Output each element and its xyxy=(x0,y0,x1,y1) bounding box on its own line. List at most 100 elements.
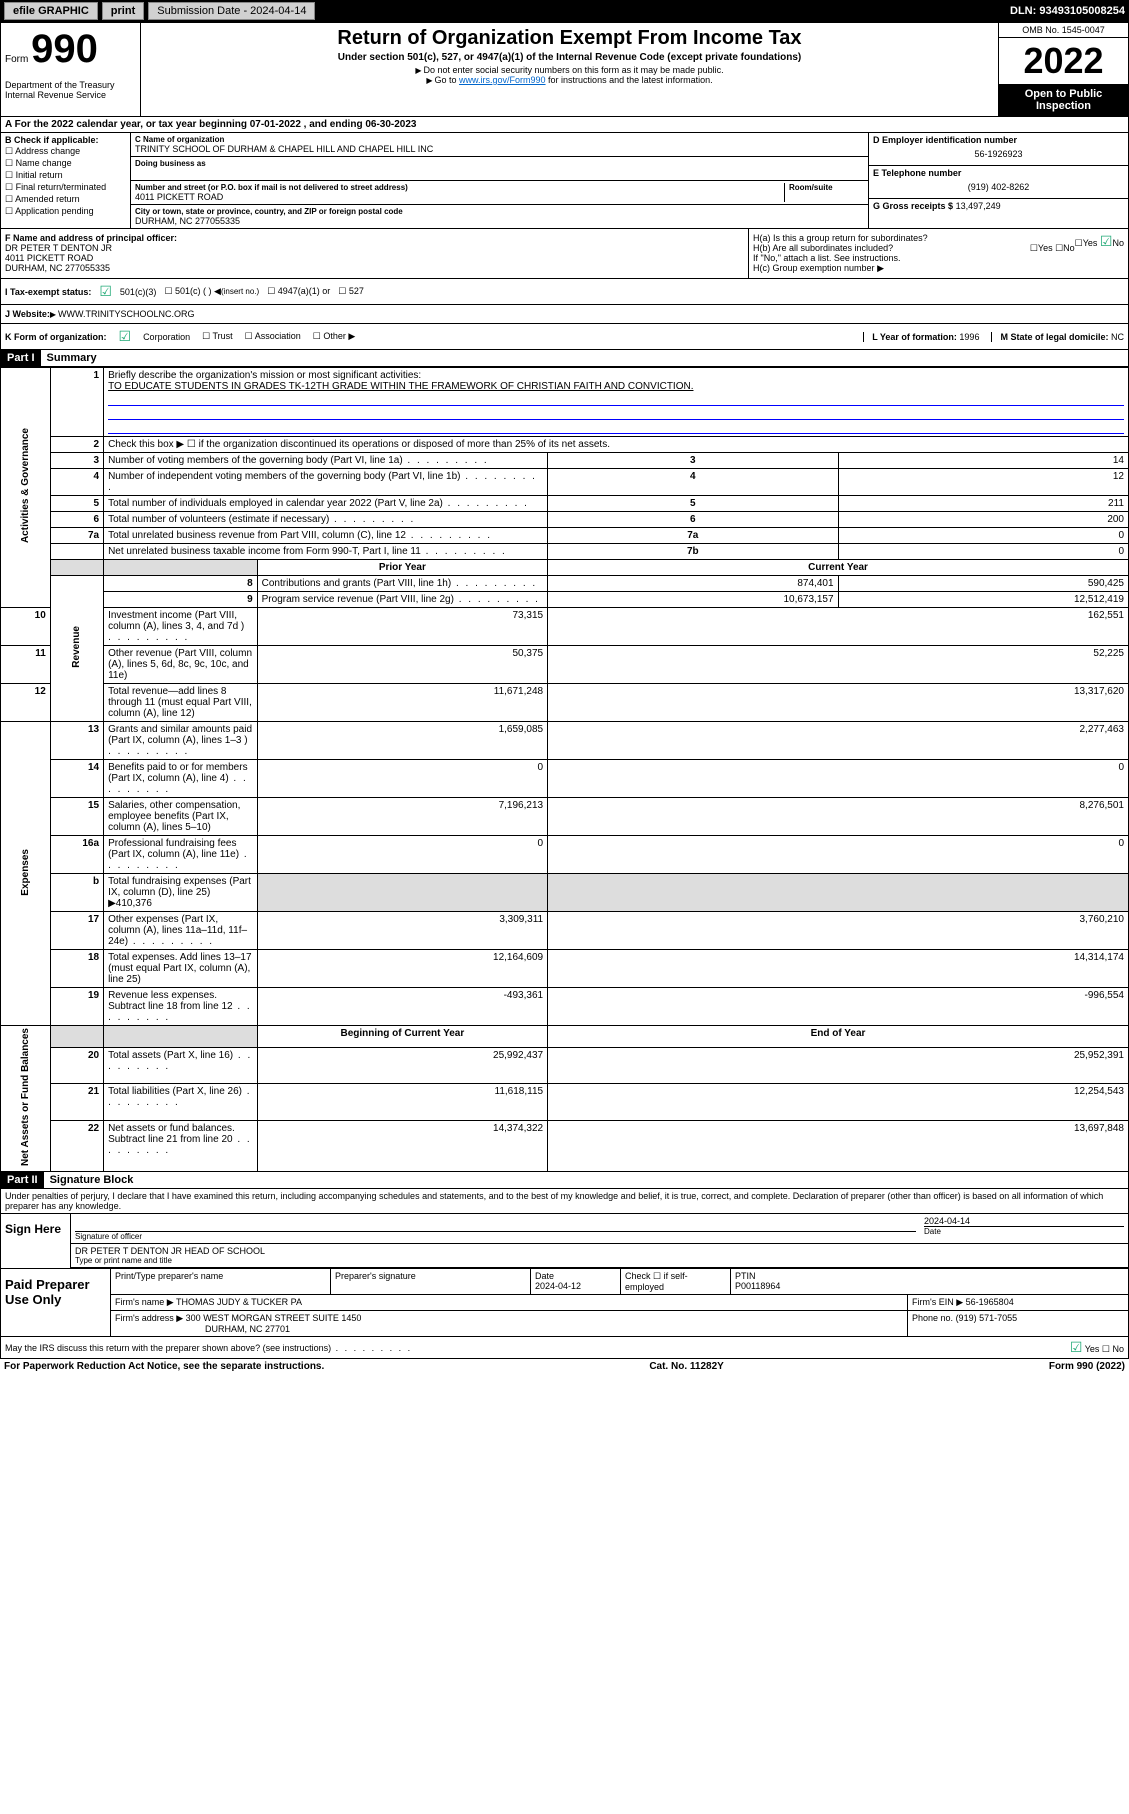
check-pending[interactable]: ☐ Application pending xyxy=(5,206,126,217)
check-final[interactable]: ☐ Final return/terminated xyxy=(5,182,126,193)
r21c: 12,254,543 xyxy=(548,1084,1129,1121)
org-name: TRINITY SCHOOL OF DURHAM & CHAPEL HILL A… xyxy=(135,144,864,154)
opt-trust: Trust xyxy=(213,331,233,341)
officer-city: DURHAM, NC 277055335 xyxy=(5,263,744,273)
r13d: Grants and similar amounts paid (Part IX… xyxy=(104,722,258,760)
sig-declaration: Under penalties of perjury, I declare th… xyxy=(1,1189,1128,1214)
dln: DLN: 93493105008254 xyxy=(1010,5,1125,17)
instr-link[interactable]: www.irs.gov/Form990 xyxy=(459,75,546,85)
paperwork-notice: For Paperwork Reduction Act Notice, see … xyxy=(4,1361,324,1372)
r22p: 14,374,322 xyxy=(257,1120,547,1171)
l-label: L Year of formation: xyxy=(872,332,957,342)
officer-addr: 4011 PICKETT ROAD xyxy=(5,253,744,263)
submission-date: Submission Date - 2024-04-14 xyxy=(148,2,315,20)
sign-here-label: Sign Here xyxy=(1,1214,71,1268)
check-name[interactable]: ☐ Name change xyxy=(5,158,126,169)
form-title: Return of Organization Exempt From Incom… xyxy=(145,27,994,50)
r19c: -996,554 xyxy=(548,988,1129,1026)
r12c: 13,317,620 xyxy=(548,684,1129,722)
r8p: 874,401 xyxy=(548,576,838,592)
type-name-label: Type or print name and title xyxy=(75,1256,1124,1265)
r13n: 13 xyxy=(50,722,103,760)
r9p: 10,673,157 xyxy=(548,592,838,608)
line-a: A For the 2022 calendar year, or tax yea… xyxy=(0,117,1129,133)
check-amended[interactable]: ☐ Amended return xyxy=(5,194,126,205)
r15n: 15 xyxy=(50,798,103,836)
ptin-label: PTIN xyxy=(735,1271,1124,1281)
print-button[interactable]: print xyxy=(102,2,144,20)
r17n: 17 xyxy=(50,912,103,950)
col-de: D Employer identification number 56-1926… xyxy=(868,133,1128,228)
r5v: 211 xyxy=(838,496,1128,512)
part2-header: Part II Signature Block xyxy=(0,1172,1129,1189)
r19d: Revenue less expenses. Subtract line 18 … xyxy=(104,988,258,1026)
opt-501c: 501(c) ( ) xyxy=(175,286,212,296)
j-label: J Website: xyxy=(5,309,50,319)
part1-header: Part I Summary xyxy=(0,350,1129,367)
opt-527: 527 xyxy=(349,286,364,296)
ptin-val: P00118964 xyxy=(735,1281,1124,1291)
end-header: End of Year xyxy=(548,1026,1129,1048)
k-label: K Form of organization: xyxy=(5,332,107,342)
r7bb: 7b xyxy=(548,544,838,560)
begin-header: Beginning of Current Year xyxy=(257,1026,547,1048)
prior-header: Prior Year xyxy=(257,560,547,576)
col-c: C Name of organization TRINITY SCHOOL OF… xyxy=(131,133,868,228)
r17d: Other expenses (Part IX, column (A), lin… xyxy=(104,912,258,950)
r15p: 7,196,213 xyxy=(257,798,547,836)
r17c: 3,760,210 xyxy=(548,912,1129,950)
firm-ein-label: Firm's EIN ▶ xyxy=(912,1297,963,1307)
r21p: 11,618,115 xyxy=(257,1084,547,1121)
officer-name: DR PETER T DENTON JR xyxy=(5,243,744,253)
check-initial[interactable]: ☐ Initial return xyxy=(5,170,126,181)
opt-assoc: Association xyxy=(255,331,301,341)
side-expenses: Expenses xyxy=(20,849,31,896)
firm-name-label: Firm's name ▶ xyxy=(115,1297,174,1307)
irs-discuss-text: May the IRS discuss this return with the… xyxy=(5,1343,412,1353)
korg-row: K Form of organization: Corporation ☐ Tr… xyxy=(0,324,1129,350)
discuss-no: No xyxy=(1112,1344,1124,1354)
l-val: 1996 xyxy=(959,332,979,342)
r7bv: 0 xyxy=(838,544,1128,560)
firm-addr-label: Firm's address ▶ xyxy=(115,1313,183,1323)
side-net: Net Assets or Fund Balances xyxy=(20,1028,31,1166)
r16ac: 0 xyxy=(548,836,1129,874)
paid-preparer-label: Paid Preparer Use Only xyxy=(1,1269,111,1336)
instr-2-pre: Go to xyxy=(435,75,460,85)
r11n: 11 xyxy=(1,646,51,684)
addr-label: Number and street (or P.O. box if mail i… xyxy=(135,183,784,192)
form-label: Form xyxy=(5,54,28,65)
topbar: efile GRAPHIC print Submission Date - 20… xyxy=(0,0,1129,22)
open-public-badge: Open to Public Inspection xyxy=(999,84,1128,116)
dba-label: Doing business as xyxy=(135,159,864,168)
r16ap: 0 xyxy=(257,836,547,874)
col-b: B Check if applicable: ☐ Address change … xyxy=(1,133,131,228)
r7an: 7a xyxy=(50,528,103,544)
r11d: Other revenue (Part VIII, column (A), li… xyxy=(104,646,258,684)
r16ad: Professional fundraising fees (Part IX, … xyxy=(104,836,258,874)
summary-table: Activities & Governance 1 Briefly descri… xyxy=(0,367,1129,1172)
r17p: 3,309,311 xyxy=(257,912,547,950)
side-governance: Activities & Governance xyxy=(20,428,31,543)
r12d: Total revenue—add lines 8 through 11 (mu… xyxy=(104,684,258,722)
r18n: 18 xyxy=(50,950,103,988)
r13c: 2,277,463 xyxy=(548,722,1129,760)
dept-label: Department of the Treasury Internal Reve… xyxy=(5,80,136,100)
footer: For Paperwork Reduction Act Notice, see … xyxy=(0,1359,1129,1374)
signature-block: Under penalties of perjury, I declare th… xyxy=(0,1189,1129,1337)
r11c: 52,225 xyxy=(548,646,1129,684)
r8c: 590,425 xyxy=(838,576,1128,592)
line1-desc: Briefly describe the organization's miss… xyxy=(108,370,421,381)
r20d: Total assets (Part X, line 16) xyxy=(104,1047,258,1084)
r19n: 19 xyxy=(50,988,103,1026)
r7bd: Net unrelated business taxable income fr… xyxy=(104,544,548,560)
firm-addr: 300 WEST MORGAN STREET SUITE 1450 xyxy=(186,1313,362,1323)
r6n: 6 xyxy=(50,512,103,528)
check-address[interactable]: ☐ Address change xyxy=(5,146,126,157)
r6d: Total number of volunteers (estimate if … xyxy=(104,512,548,528)
prep-date-label: Date xyxy=(535,1271,616,1281)
r7av: 0 xyxy=(838,528,1128,544)
sig-date-val: 2024-04-14 xyxy=(924,1216,1124,1226)
ein-label: D Employer identification number xyxy=(873,135,1124,145)
tax-status-row: I Tax-exempt status: 501(c)(3) ☐ 501(c) … xyxy=(0,279,1129,305)
